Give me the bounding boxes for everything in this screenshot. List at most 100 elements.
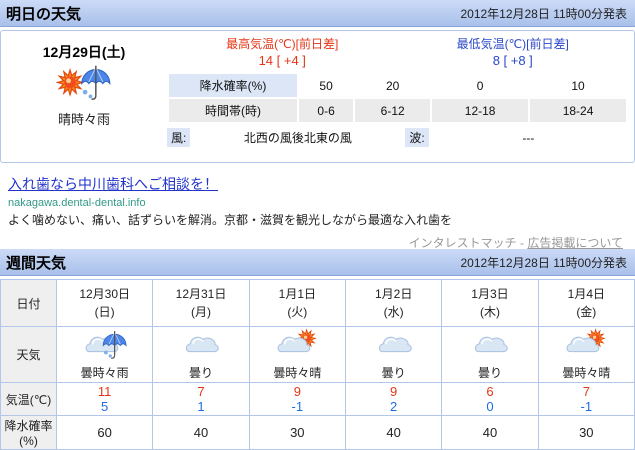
sun-umbrella-icon [56, 62, 112, 105]
timeband-value: 6-12 [355, 99, 431, 122]
low-temp-value: 8 [ +8 ] [492, 53, 533, 68]
day-weather: 曇り [152, 326, 250, 383]
week-published-timestamp: 2012年12月28日 11時00分発表 [460, 255, 627, 270]
day-date: 1月3日 (木) [441, 279, 539, 327]
day-low-temp: 5 [101, 399, 109, 414]
ad-footer: インタレストマッチ - 広告掲載について [8, 234, 627, 251]
day-pop: 40 [152, 415, 250, 450]
day-low-temp: -1 [291, 399, 304, 414]
ad-about-link[interactable]: 広告掲載について [527, 236, 623, 250]
week-section-title: 週間天気 [6, 254, 67, 272]
weekly-weather-row: 天気 曇時々雨 曇り 曇時々晴 曇り 曇り 曇時々晴 [0, 326, 635, 383]
precipitation-table: 降水確率(%) 50 20 0 10 時間帯(時) 0-6 6-12 12-18… [167, 72, 628, 124]
day-date-text: 1月2日 [374, 287, 413, 301]
weekly-pop-row: 降水確率(%) 60 40 30 40 40 30 [0, 415, 635, 450]
day-weather: 曇時々雨 [55, 326, 154, 383]
section-header-tomorrow: 明日の天気 2012年12月28日 11時00分発表 [0, 0, 635, 27]
tomorrow-section-title: 明日の天気 [6, 5, 82, 23]
high-temp-block: 最高気温(℃)[前日差] 14 [ +4 ] [167, 35, 398, 68]
tomorrow-condition: 晴時々雨 [57, 112, 110, 127]
low-temp-label: 最低気温(℃)[前日差] [456, 37, 569, 51]
day-temp: 11 5 [55, 382, 154, 416]
pop-value: 0 [432, 74, 529, 97]
day-weather: 曇り [441, 326, 539, 383]
day-weather: 曇り [344, 326, 443, 383]
wave-value: --- [522, 130, 535, 145]
cloud-sun-icon [563, 328, 609, 363]
weekly-pop-header: 降水確率(%) [0, 415, 57, 450]
pop-value: 10 [530, 74, 626, 97]
cloud-sun-icon [274, 328, 320, 363]
day-pop: 40 [441, 415, 539, 450]
section-header-week: 週間天気 2012年12月28日 11時00分発表 [0, 249, 635, 276]
day-low-temp: -1 [580, 399, 593, 414]
ad-footer-separator: - [520, 236, 524, 250]
tomorrow-details: 最高気温(℃)[前日差] 14 [ +4 ] 最低気温(℃)[前日差] 8 [ … [167, 31, 634, 162]
day-condition: 曇り [477, 366, 502, 380]
day-weather: 曇時々晴 [537, 326, 635, 383]
wind-wave-row: 風: 北西の風後北東の風 波: --- [167, 128, 628, 147]
day-date-text: 12月30日 [79, 287, 131, 301]
day-temp: 9 -1 [248, 382, 346, 416]
tomorrow-panel: 12月29日(土) 晴時々雨 最高気温(℃)[前日差] 14 [ +4 ] 最低… [0, 30, 635, 163]
day-date: 1月2日 (水) [344, 279, 443, 327]
day-temp: 7 -1 [537, 382, 635, 416]
day-condition: 曇時々雨 [80, 366, 129, 380]
day-dow-text: (水) [383, 305, 404, 319]
tomorrow-published-timestamp: 2012年12月28日 11時00分発表 [460, 6, 627, 21]
weekly-date-row: 日付 12月30日 (日) 12月31日 (月) 1月1日 (火) 1月2日 (水) 1… [0, 279, 635, 327]
day-high-temp: 7 [197, 384, 205, 399]
day-condition: 曇時々晴 [562, 366, 611, 380]
timeband-value: 12-18 [432, 99, 529, 122]
cloud-umbrella-icon [82, 328, 128, 363]
day-high-temp: 7 [582, 384, 590, 399]
day-high-temp: 6 [486, 384, 494, 399]
wind-label: 風: [167, 128, 191, 147]
ad-title-link[interactable]: 入れ歯なら中川歯科へご相談を！ [8, 176, 218, 192]
day-pop: 60 [55, 415, 154, 450]
day-condition: 曇り [381, 366, 406, 380]
cloud-icon [467, 328, 513, 363]
day-date-text: 1月1日 [278, 287, 316, 301]
day-date-text: 1月3日 [471, 287, 509, 301]
low-temp-block: 最低気温(℃)[前日差] 8 [ +8 ] [398, 35, 629, 68]
day-date-text: 12月31日 [175, 287, 227, 301]
tomorrow-summary: 12月29日(土) 晴時々雨 [1, 31, 167, 162]
day-condition: 曇り [188, 366, 213, 380]
weekly-temp-header: 気温(℃) [0, 382, 57, 416]
day-high-temp: 11 [97, 384, 112, 399]
cloud-icon [371, 328, 417, 363]
pop-value: 50 [299, 74, 354, 97]
high-temp-label: 最高気温(℃)[前日差] [226, 37, 339, 51]
pop-row-label: 降水確率(%) [169, 74, 297, 97]
ad-provider-label: インタレストマッチ [408, 236, 517, 250]
day-date-text: 1月4日 [567, 287, 605, 301]
tomorrow-temps: 最高気温(℃)[前日差] 14 [ +4 ] 最低気温(℃)[前日差] 8 [ … [167, 35, 628, 68]
ad-url: nakagawa.dental-dental.info [8, 197, 146, 209]
day-date: 12月31日 (月) [152, 279, 250, 327]
day-pop: 30 [248, 415, 346, 450]
timeband-row: 時間帯(時) 0-6 6-12 12-18 18-24 [169, 99, 626, 122]
weekly-forecast: 日付 12月30日 (日) 12月31日 (月) 1月1日 (火) 1月2日 (水) 1… [0, 279, 635, 450]
day-dow-text: (木) [479, 305, 500, 319]
day-pop: 40 [344, 415, 443, 450]
weekly-date-header: 日付 [0, 279, 57, 327]
day-low-temp: 1 [197, 399, 205, 414]
timeband-row-label: 時間帯(時) [169, 99, 297, 122]
cloud-icon [178, 328, 224, 363]
day-low-temp: 2 [390, 399, 398, 414]
day-high-temp: 9 [293, 384, 301, 399]
day-dow-text: (月) [190, 305, 211, 319]
day-high-temp: 9 [390, 384, 398, 399]
day-weather: 曇時々晴 [248, 326, 346, 383]
day-dow-text: (日) [94, 305, 115, 319]
day-dow-text: (火) [287, 305, 308, 319]
day-condition: 曇時々晴 [273, 366, 322, 380]
pop-value: 20 [355, 74, 431, 97]
day-date: 1月4日 (金) [537, 279, 635, 327]
day-pop: 30 [537, 415, 635, 450]
